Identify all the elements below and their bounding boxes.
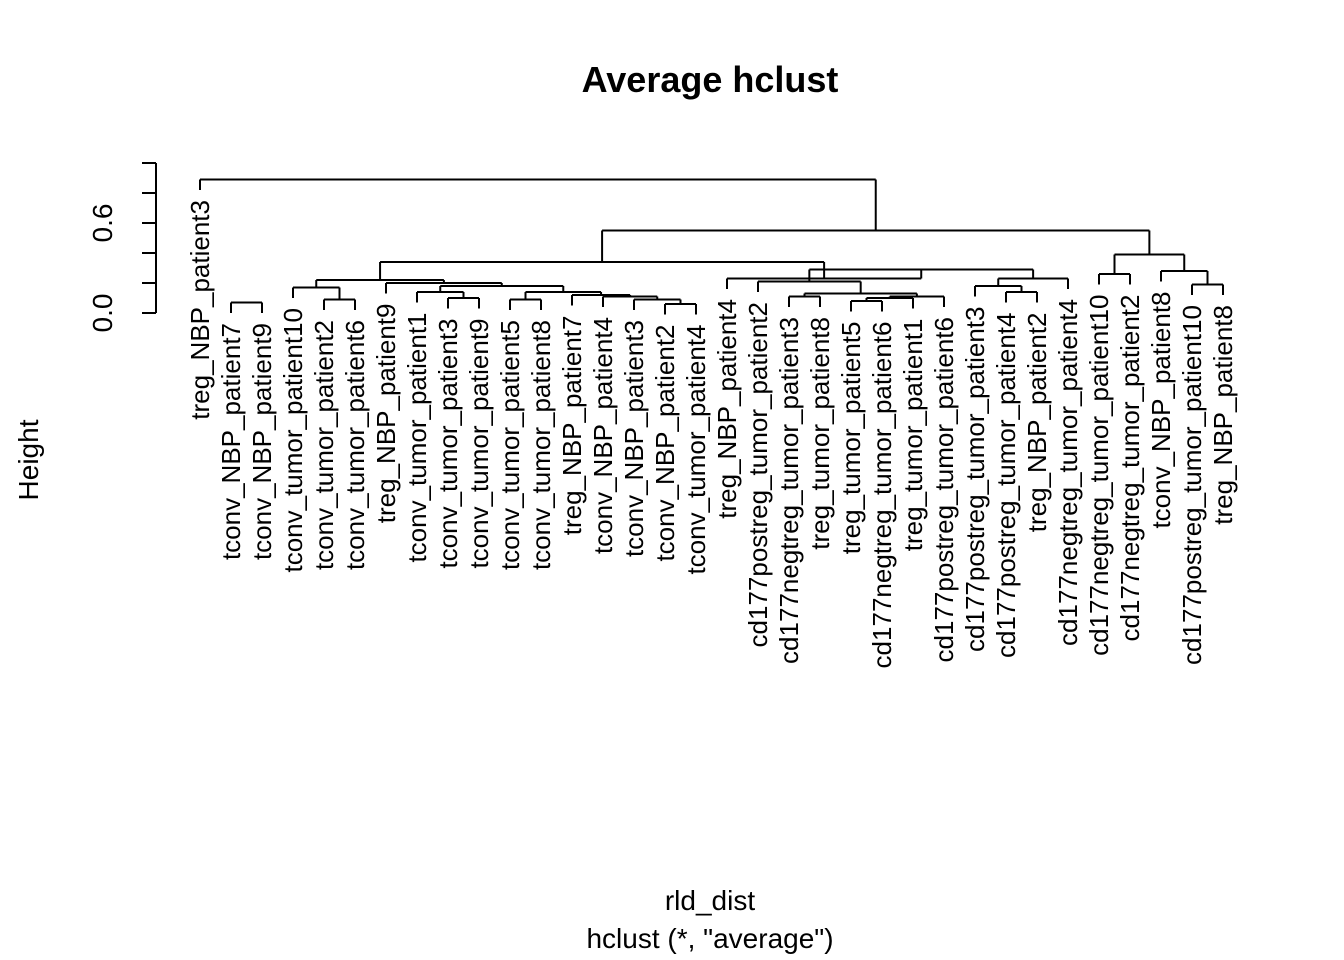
leaf-label-11: tconv_tumor_patient8 <box>526 320 556 570</box>
leaf-label-24: cd177postreg_tumor_patient6 <box>929 317 959 662</box>
method-sublabel: hclust (*, "average") <box>586 923 833 954</box>
leaf-label-18: cd177postreg_tumor_patient2 <box>743 302 773 647</box>
leaf-label-30: cd177negtreg_tumor_patient2 <box>1115 295 1145 642</box>
leaf-label-23: treg_tumor_patient1 <box>898 319 928 552</box>
leaf-label-13: tconv_NBP_patient4 <box>588 317 618 554</box>
leaf-label-19: cd177negtreg_tumor_patient3 <box>774 317 804 664</box>
leaf-label-4: tconv_tumor_patient2 <box>309 320 339 570</box>
y-axis: 0.0 0.6 <box>87 162 157 333</box>
leaf-label-16: tconv_tumor_patient4 <box>681 325 711 575</box>
leaf-label-32: cd177postreg_tumor_patient10 <box>1177 305 1207 665</box>
leaf-label-29: cd177negtreg_tumor_patient10 <box>1084 295 1114 656</box>
leaf-label-15: tconv_NBP_patient2 <box>650 325 680 562</box>
leaf-label-31: tconv_NBP_patient8 <box>1146 292 1176 529</box>
leaf-label-21: treg_tumor_patient5 <box>836 322 866 555</box>
leaf-label-20: treg_tumor_patient8 <box>805 317 835 550</box>
leaf-label-14: tconv_NBP_patient3 <box>619 320 649 557</box>
leaf-label-33: treg_NBP_patient8 <box>1208 305 1238 525</box>
y-tick-label-0: 0.0 <box>87 294 118 333</box>
y-tick-label-1: 0.6 <box>87 204 118 243</box>
leaf-label-22: cd177negtreg_tumor_patient6 <box>867 322 897 669</box>
y-axis-label: Height <box>13 419 44 500</box>
leaf-label-3: tconv_tumor_patient10 <box>278 308 308 573</box>
leaf-label-28: cd177negtreg_tumor_patient4 <box>1053 299 1083 646</box>
leaf-label-8: tconv_tumor_patient3 <box>433 319 463 569</box>
leaf-label-6: treg_NBP_patient9 <box>371 304 401 524</box>
leaf-label-25: cd177postreg_tumor_patient3 <box>960 307 990 652</box>
x-axis-label: rld_dist <box>665 885 755 916</box>
leaf-label-9: tconv_tumor_patient9 <box>464 319 494 569</box>
leaf-label-27: treg_NBP_patient2 <box>1022 313 1052 533</box>
leaf-label-26: cd177postreg_tumor_patient4 <box>991 313 1021 658</box>
leaf-label-0: treg_NBP_patient3 <box>185 200 215 420</box>
leaf-label-7: tconv_tumor_patient1 <box>402 313 432 563</box>
leaf-label-2: tconv_NBP_patient9 <box>247 323 277 560</box>
dendrogram-branches <box>199 178 1224 315</box>
leaf-label-17: treg_NBP_patient4 <box>712 299 742 519</box>
leaf-label-10: tconv_tumor_patient5 <box>495 320 525 570</box>
leaf-label-1: tconv_NBP_patient7 <box>216 323 246 560</box>
chart-title: Average hclust <box>582 59 839 100</box>
leaf-label-5: tconv_tumor_patient6 <box>340 320 370 570</box>
leaf-label-12: treg_NBP_patient7 <box>557 316 587 536</box>
